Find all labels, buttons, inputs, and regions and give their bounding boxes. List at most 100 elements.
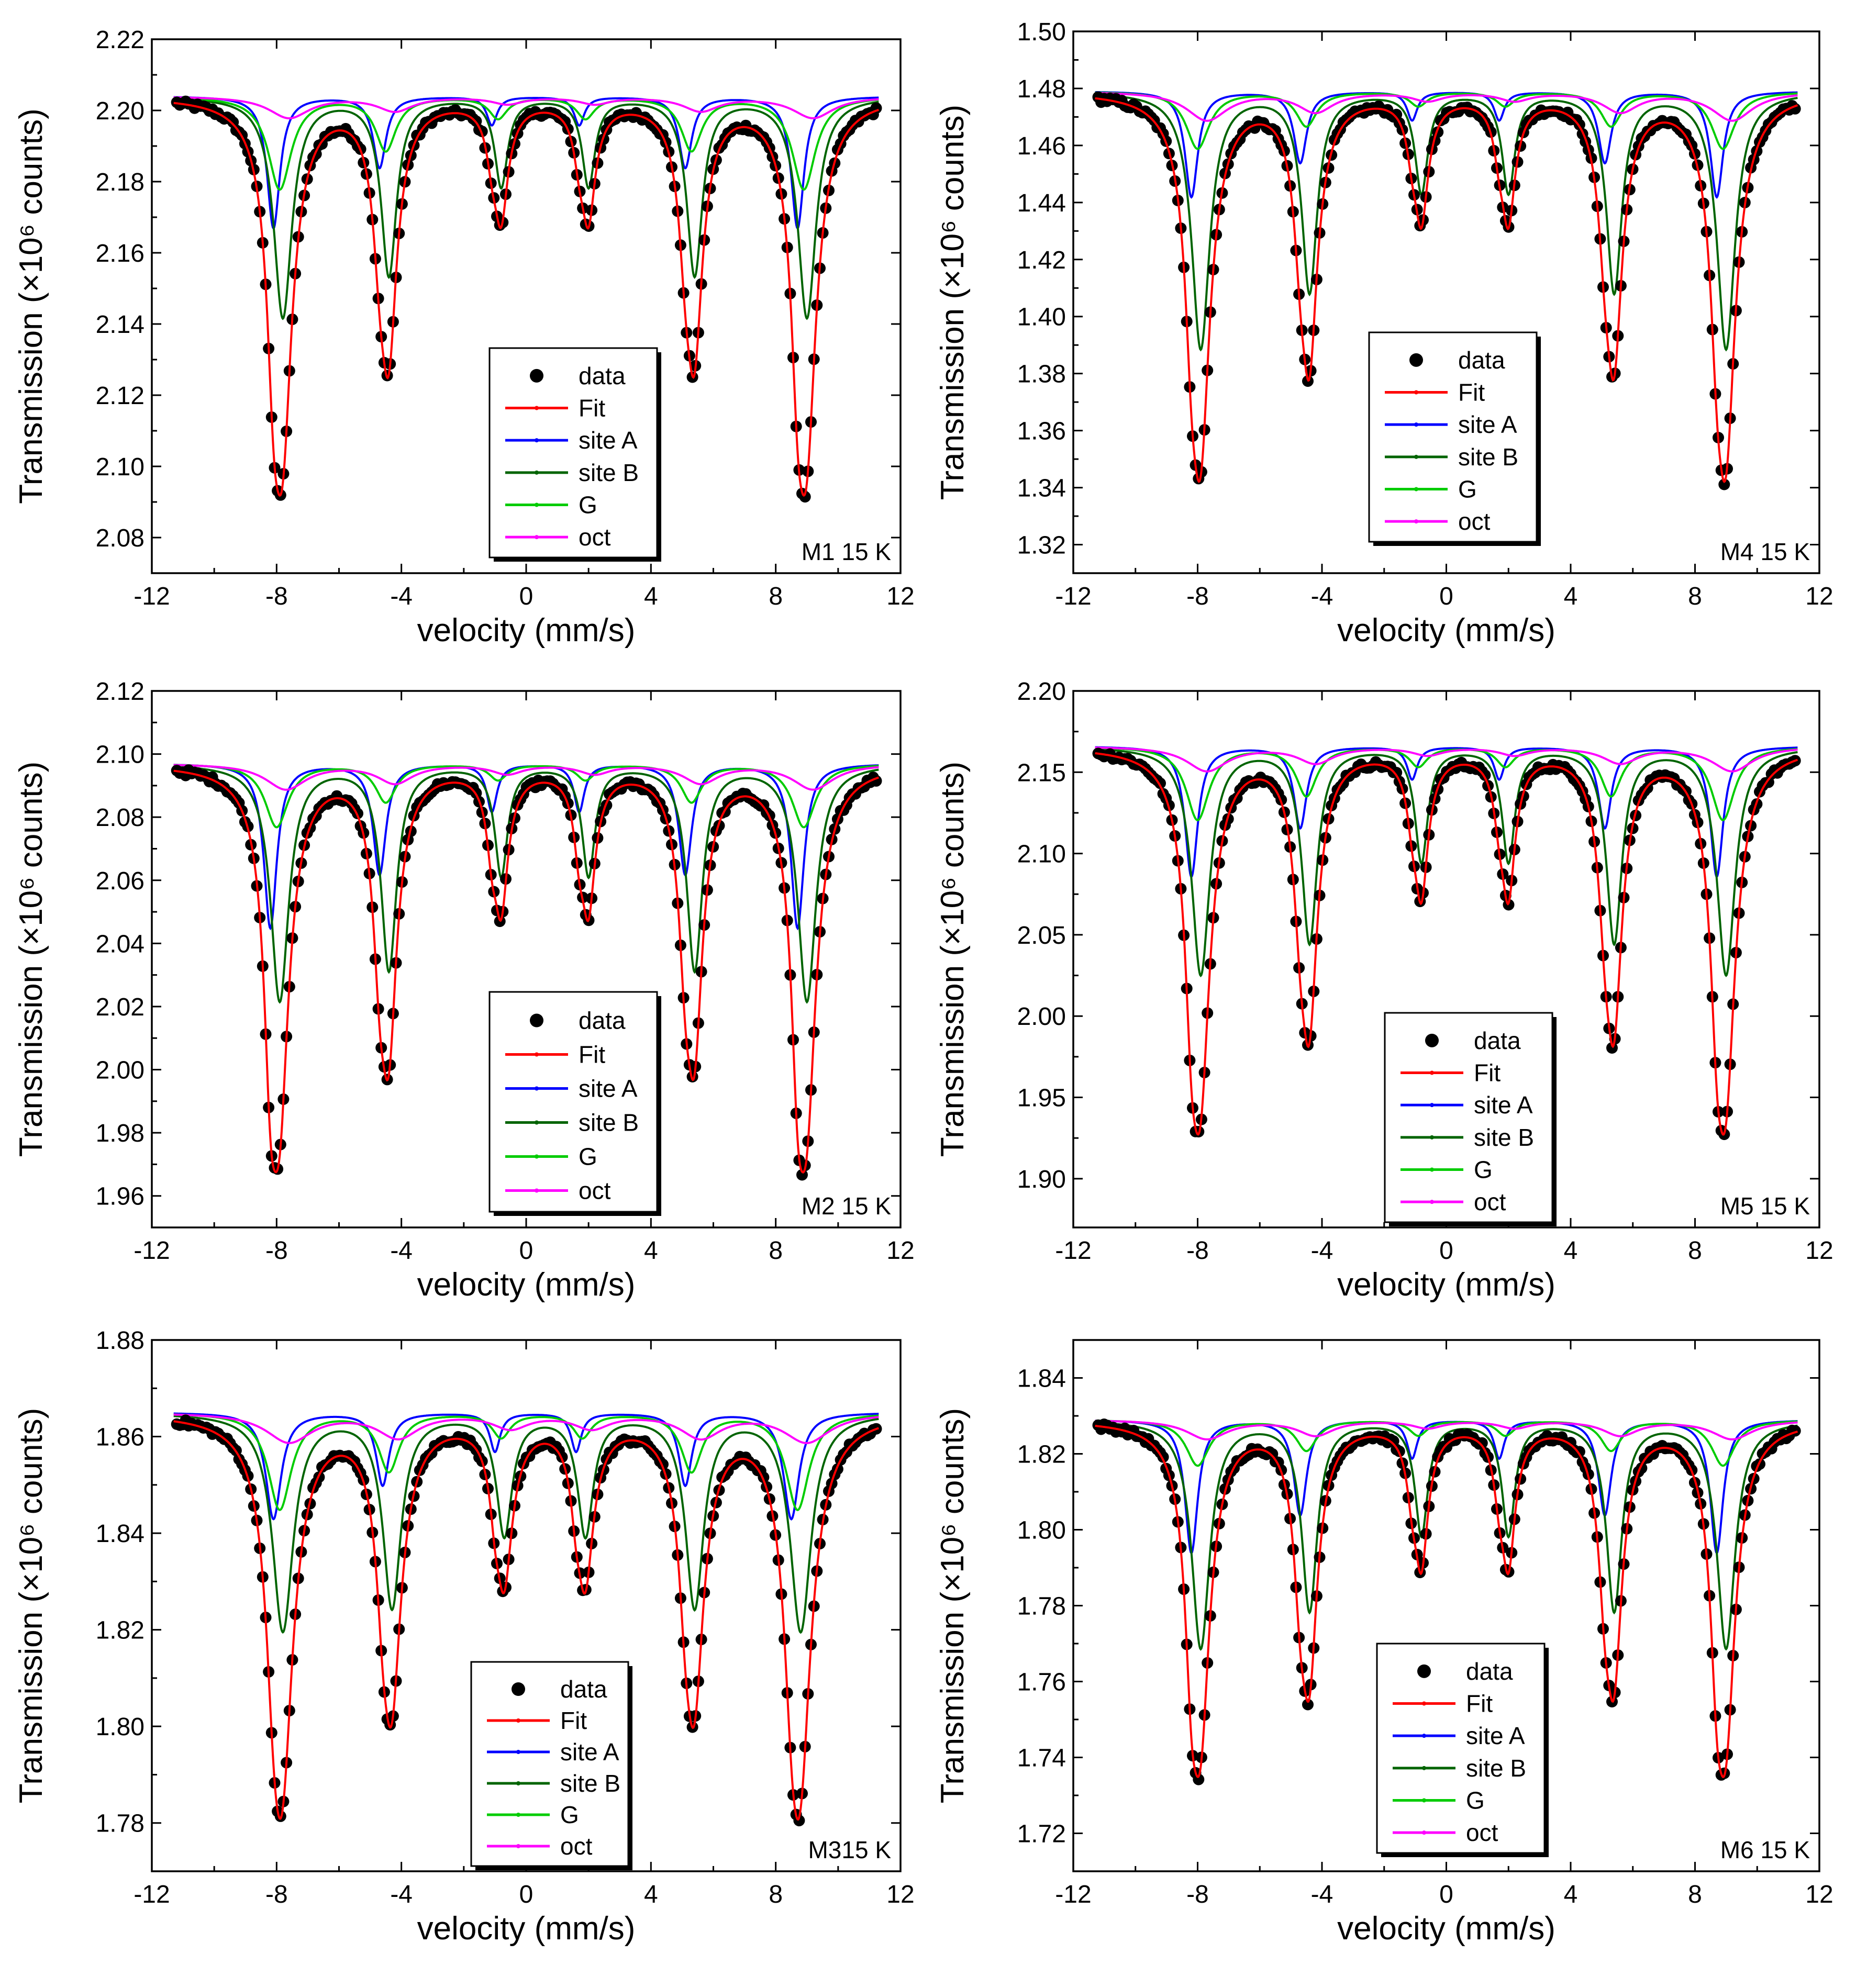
x-tick-label: -4	[390, 583, 413, 610]
legend-marker-dot	[535, 438, 539, 443]
legend-label-g: G	[1466, 1787, 1485, 1814]
y-tick-label: 2.14	[96, 311, 145, 339]
chart-panel-6: -12 -8 -4 0 4 8 12 1.72 1.74 1.76 1.78 1.80 1.82 1.84…	[935, 1339, 1833, 1947]
x-tick-label: -4	[1311, 1237, 1333, 1265]
plot-area	[171, 1412, 882, 1827]
legend-box	[488, 991, 658, 1213]
y-axis-label: Transmission (×10⁶ counts)	[13, 1408, 49, 1803]
x-tick-label: 8	[769, 1237, 783, 1265]
y-tick-label: 2.08	[96, 524, 145, 552]
legend-label-g: G	[579, 1143, 597, 1170]
legend-label-fit: Fit	[560, 1707, 587, 1734]
legend-marker-dot	[516, 1844, 520, 1848]
legend-marker-dot	[535, 1188, 539, 1193]
legend-box	[488, 347, 658, 559]
y-tick-label: 1.84	[96, 1520, 145, 1548]
series-line-site-b	[1095, 748, 1798, 978]
legend-marker-dot	[1414, 487, 1418, 492]
x-axis-label: velocity (mm/s)	[1337, 1911, 1555, 1947]
x-tick-label: -12	[1055, 1237, 1091, 1265]
chart-panel-1: -12 -8 -4 0 4 8 12 2.08 2.10 2.12 2.14 2.16 2.18 2.20…	[13, 26, 915, 649]
chart-panel-4: -12 -8 -4 0 4 8 12 1.90 1.95 2.00 2.05 2.10 2.15 2.20…	[935, 678, 1833, 1303]
legend-marker-dot	[1430, 1167, 1434, 1172]
y-tick-label: 1.48	[1017, 75, 1066, 103]
y-tick-label: 2.00	[1017, 1003, 1066, 1031]
x-tick-label: 0	[1439, 1881, 1453, 1908]
data-point	[1391, 767, 1403, 778]
plot-frame	[151, 38, 902, 574]
series-line-g	[173, 1413, 879, 1512]
sample-label: M315 K	[808, 1836, 891, 1863]
sample-label: M6 15 K	[1720, 1836, 1810, 1863]
y-axis-label: Transmission (×10⁶ counts)	[935, 762, 971, 1157]
plot-area	[1092, 1419, 1801, 1785]
x-tick-label: -12	[1055, 1881, 1091, 1908]
x-tick-label: 12	[1805, 1237, 1833, 1265]
x-tick-label: -8	[1186, 1237, 1209, 1265]
series-line-site-a	[1095, 91, 1798, 199]
x-tick-label: 0	[519, 1237, 534, 1265]
x-axis-label: velocity (mm/s)	[417, 612, 636, 649]
x-tick-label: 12	[886, 583, 914, 610]
legend-marker-dot	[1430, 1135, 1434, 1140]
series-line-g	[1095, 746, 1798, 821]
y-tick-label: 1.72	[1017, 1821, 1066, 1848]
legend-label-site-b: site B	[1466, 1755, 1526, 1782]
legend-label-site-b: site B	[560, 1770, 620, 1797]
chart-panel-3: -12 -8 -4 0 4 8 12 1.96 1.98 2.00 2.02 2.04 2.06 2.08…	[13, 678, 915, 1303]
legend-marker-data	[512, 1682, 525, 1696]
plot-frame	[151, 1339, 902, 1872]
y-axis-label: Transmission (×10⁶ counts)	[13, 762, 49, 1157]
series-line-oct	[1095, 1420, 1798, 1440]
legend-label-fit: Fit	[1474, 1059, 1501, 1087]
x-tick-label: -8	[265, 583, 288, 610]
legend-marker-data	[1409, 353, 1423, 367]
y-tick-label: 2.06	[96, 867, 145, 895]
series-line-fit	[173, 769, 879, 1174]
legend-marker-dot	[1414, 422, 1418, 427]
x-tick-label: 0	[519, 583, 534, 610]
legend-marker-dot	[1414, 519, 1418, 524]
y-tick-label: 1.96	[96, 1183, 145, 1211]
data-point	[1302, 1699, 1314, 1711]
plot-area	[1092, 746, 1801, 1141]
plot-area	[171, 764, 882, 1181]
x-tick-label: 8	[1688, 1881, 1702, 1908]
x-tick-label: 12	[886, 1237, 914, 1265]
data-point	[1789, 103, 1801, 115]
y-tick-label: 2.08	[96, 804, 145, 832]
x-tick-label: -12	[134, 1881, 170, 1908]
y-tick-label: 2.00	[96, 1057, 145, 1085]
y-tick-label: 1.98	[96, 1120, 145, 1147]
y-tick-label: 2.12	[96, 382, 145, 410]
legend-label-site-b: site B	[579, 459, 639, 486]
x-tick-label: 0	[519, 1881, 534, 1908]
legend-marker-dot	[535, 1052, 539, 1057]
x-tick-label: 4	[644, 1881, 658, 1908]
legend-label-fit: Fit	[579, 1041, 605, 1068]
legend-marker-dot	[1414, 454, 1418, 459]
y-tick-label: 1.80	[96, 1713, 145, 1741]
legend-label-fit: Fit	[1466, 1690, 1493, 1717]
x-tick-label: -12	[1055, 583, 1091, 610]
legend-box	[1376, 1643, 1546, 1854]
x-axis-label: velocity (mm/s)	[1337, 612, 1555, 649]
x-tick-label: 12	[1805, 583, 1833, 610]
plot-area	[1092, 91, 1801, 490]
y-tick-label: 1.82	[1017, 1441, 1066, 1469]
y-tick-label: 1.90	[1017, 1166, 1066, 1193]
legend-marker-data	[530, 1013, 543, 1027]
x-tick-label: 4	[644, 1237, 658, 1265]
legend-label-oct: oct	[579, 1177, 611, 1204]
legend-box	[1368, 331, 1538, 543]
legend-label-site-b: site B	[1474, 1124, 1534, 1151]
legend-marker-dot	[535, 1154, 539, 1159]
x-tick-label: 12	[1805, 1881, 1833, 1908]
y-tick-label: 1.42	[1017, 247, 1066, 274]
x-tick-label: 12	[886, 1881, 914, 1908]
x-tick-label: 4	[1564, 1237, 1578, 1265]
x-tick-label: 8	[769, 583, 783, 610]
chart-panel-5: -12 -8 -4 0 4 8 12 1.78 1.80 1.82 1.84 1.86 1.88 velo…	[13, 1327, 915, 1947]
